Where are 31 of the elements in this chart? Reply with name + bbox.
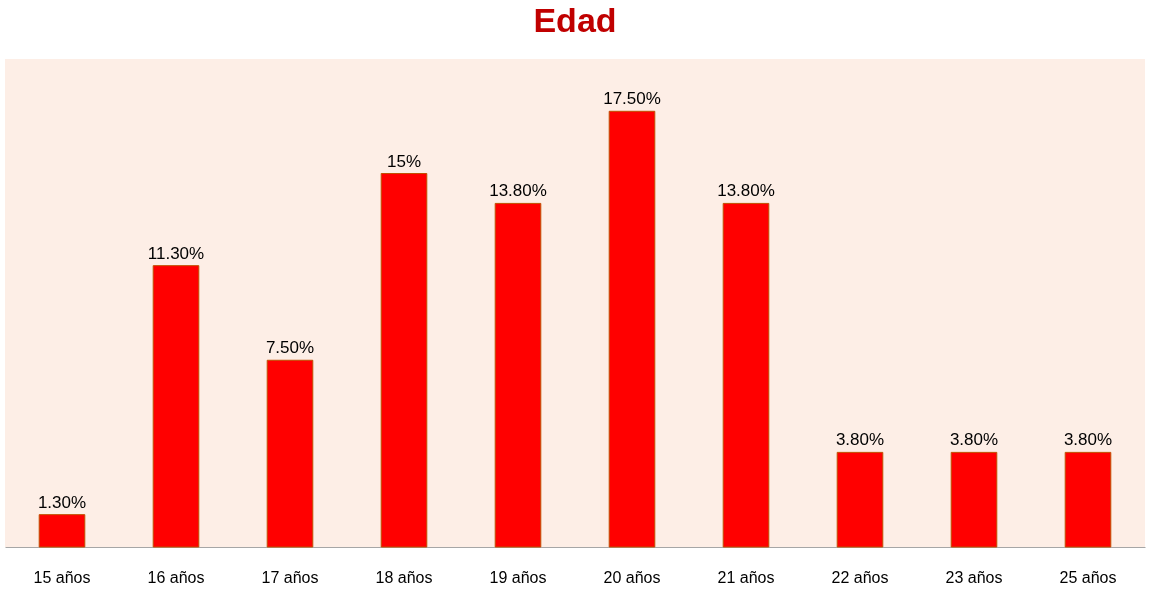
bar: [1064, 451, 1112, 548]
x-tick-label: 18 años: [375, 568, 433, 586]
x-tick-label: 21 años: [717, 568, 775, 586]
x-tick-label: 23 años: [945, 568, 1003, 586]
x-tick-label: 25 años: [1059, 568, 1117, 586]
bar: [494, 202, 542, 548]
x-tick-label: 22 años: [831, 568, 889, 586]
bar: [266, 359, 314, 548]
data-label: 1.30%: [37, 492, 87, 512]
data-label: 13.80%: [489, 181, 547, 201]
x-tick-label: 16 años: [147, 568, 205, 586]
data-label: 7.50%: [265, 338, 315, 358]
data-label: 13.80%: [717, 181, 775, 201]
bar: [380, 173, 428, 548]
data-label: 3.80%: [1063, 430, 1113, 450]
chart-title: Edad: [533, 1, 617, 39]
data-label: 3.80%: [835, 430, 885, 450]
x-tick-label: 20 años: [603, 568, 661, 586]
bar: [836, 451, 884, 548]
x-tick-label: 19 años: [489, 568, 547, 586]
bar: [722, 202, 770, 548]
x-tick-label: 15 años: [33, 568, 91, 586]
data-label: 15%: [386, 151, 422, 171]
x-tick-label: 17 años: [261, 568, 319, 586]
bar: [608, 110, 656, 548]
bar: [152, 265, 200, 548]
data-label: 11.30%: [147, 243, 205, 263]
data-label: 3.80%: [949, 430, 999, 450]
bar: [38, 514, 86, 548]
data-label: 17.50%: [603, 89, 661, 109]
bar: [950, 451, 998, 548]
